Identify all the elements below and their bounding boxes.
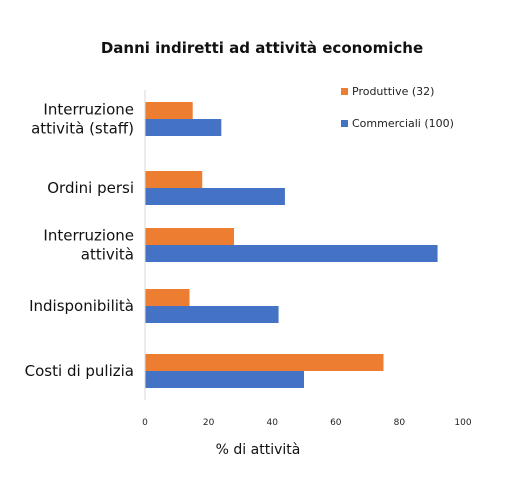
bar-commerciali-3 [145,306,279,323]
chart-title: Danni indiretti ad attività economiche [101,39,423,57]
category-label-2-line-0: Interruzione [43,227,134,245]
bars [145,102,438,388]
legend: Produttive (32) Commerciali (100) [341,85,454,130]
bar-produttive-0 [145,102,193,119]
category-label-2-line-1: attività [81,246,134,264]
category-label-0-line-1: attività (staff) [31,120,134,138]
category-label-1-line-0: Ordini persi [47,179,134,197]
x-tick-label-20: 20 [203,418,215,428]
category-label-0-line-0: Interruzione [43,101,134,119]
bar-commerciali-1 [145,188,285,205]
legend-label-0: Produttive (32) [352,85,434,98]
x-tick-label-100: 100 [454,418,471,428]
bar-commerciali-2 [145,245,438,262]
legend-swatch-1 [341,120,348,127]
x-axis-title: % di attività [216,442,301,458]
bar-produttive-4 [145,354,384,371]
bar-produttive-2 [145,228,235,245]
bar-commerciali-0 [145,119,222,136]
value-axis-ticks: 0 20 40 60 80 100 [142,418,472,428]
category-label-3-line-0: Indisponibilità [29,297,134,315]
x-tick-label-0: 0 [142,418,148,428]
bar-produttive-1 [145,171,203,188]
bar-produttive-3 [145,289,190,306]
legend-swatch-0 [341,88,348,95]
legend-label-1: Commerciali (100) [352,117,454,130]
x-tick-label-60: 60 [330,418,342,428]
bar-commerciali-4 [145,371,304,388]
x-tick-label-40: 40 [266,418,278,428]
x-tick-label-80: 80 [394,418,406,428]
category-label-4-line-0: Costi di pulizia [25,362,134,380]
